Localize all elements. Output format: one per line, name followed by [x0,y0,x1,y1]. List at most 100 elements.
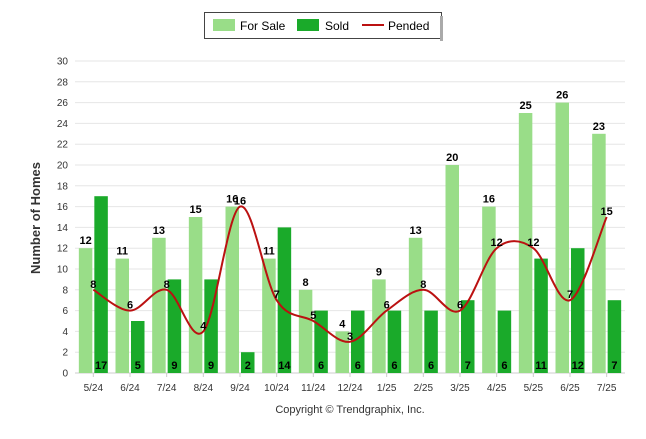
x-tick-label: 5/24 [84,383,104,394]
x-tick-label: 6/25 [560,383,580,394]
x-tick-label: 12/24 [337,383,362,394]
bar-for-sale-6-25 [555,102,569,373]
data-label-sold: 6 [501,360,507,372]
data-label-for-sale: 16 [483,194,495,206]
bar-sold-7-25 [607,300,622,373]
data-label-pended: 12 [527,237,539,249]
data-label-sold: 7 [465,360,471,372]
y-tick-label: 8 [62,285,68,296]
x-tick-label: 4/25 [487,383,507,394]
data-label-for-sale: 4 [339,318,346,330]
data-label-sold: 9 [171,360,177,372]
data-label-for-sale: 8 [303,277,309,289]
y-tick-label: 10 [57,265,69,276]
y-tick-label: 22 [57,140,69,151]
data-labels: 12 17 11 5 13 9 15 9 16 2 11 14 8 6 4 6 9 6 13 6 20 7 16 6 25 11 2… [79,90,617,372]
legend-label-for-sale: For Sale [240,19,286,33]
data-label-pended: 8 [90,279,96,291]
data-label-pended: 16 [234,196,246,208]
bar-for-sale-3-25 [445,165,459,373]
data-label-sold: 6 [355,360,361,372]
data-label-for-sale: 23 [593,121,605,133]
bar-sold-6-24 [131,321,145,373]
x-tick-label: 9/24 [230,383,250,394]
bar-sold-6-25 [571,248,585,373]
data-label-pended: 4 [200,320,207,332]
bar-for-sale-9-24 [225,206,239,373]
legend-swatch-sold [297,19,319,31]
bar-for-sale-5-24 [78,248,93,373]
data-label-for-sale: 11 [263,246,275,258]
x-tick-label: 10/24 [264,383,289,394]
data-label-sold: 7 [611,360,617,372]
data-label-for-sale: 26 [556,90,568,102]
bar-sold-5-24 [94,196,108,373]
data-label-for-sale: 11 [116,246,128,258]
data-label-sold: 17 [95,360,107,372]
data-label-sold: 2 [245,360,251,372]
data-label-sold: 11 [535,360,547,372]
y-tick-label: 12 [57,244,69,255]
y-tick-label: 4 [62,327,68,338]
bar-sold-7-24 [167,279,182,373]
data-label-pended: 15 [601,206,613,218]
bar-for-sale-2-25 [408,237,423,373]
x-tick-label: 11/24 [301,383,326,394]
y-tick-label: 26 [57,98,69,109]
bar-sold-4-25 [497,310,512,373]
y-tick-label: 2 [62,348,68,359]
bar-for-sale-7-25 [592,133,606,373]
bar-sold-11-24 [314,310,328,373]
data-label-pended: 6 [384,300,390,312]
y-tick-label: 30 [57,57,69,68]
legend-swatch-for-sale [213,19,235,31]
data-label-sold: 6 [318,360,324,372]
x-tick-label: 5/25 [524,383,544,394]
data-label-pended: 7 [274,289,280,301]
data-label-for-sale: 9 [376,266,382,278]
data-label-for-sale: 16 [226,194,238,206]
data-label-pended: 3 [347,331,353,343]
bar-for-sale-4-25 [482,206,496,373]
legend-box [204,12,442,39]
data-label-sold: 6 [428,360,434,372]
bar-for-sale-8-24 [188,217,203,373]
x-tick-label: 7/24 [157,383,177,394]
copyright-footer: Copyright © Trendgraphix, Inc. [275,404,424,416]
bar-for-sale-10-24 [262,258,276,373]
x-tick-label: 7/25 [597,383,617,394]
y-tick-label: 6 [62,306,68,317]
data-label-pended: 8 [420,279,426,291]
x-tick-label: 2/25 [414,383,434,394]
data-label-for-sale: 13 [409,225,421,237]
data-label-pended: 6 [127,300,133,312]
data-label-pended: 5 [310,310,316,322]
bar-for-sale-1-25 [372,279,386,373]
data-label-sold: 6 [391,360,397,372]
y-axis-label: Number of Homes [28,162,43,274]
pended-line [92,205,608,343]
legend: For Sale Sold Pended [204,12,443,41]
x-tick-label: 1/25 [377,383,397,394]
data-label-sold: 12 [572,360,584,372]
y-tick-label: 24 [57,119,69,130]
bar-sold-2-25 [424,310,438,373]
y-tick-label: 0 [62,369,68,380]
data-label-pended: 6 [457,300,463,312]
bar-sold-3-25 [461,300,475,373]
data-label-sold: 5 [135,360,141,372]
legend-label-sold: Sold [325,19,349,33]
legend-shadow [440,16,443,41]
bar-sold-5-25 [534,258,548,373]
data-label-for-sale: 25 [519,100,531,112]
data-label-for-sale: 15 [189,204,201,216]
data-label-for-sale: 13 [153,225,165,237]
bar-sold-9-24 [241,352,255,373]
y-tick-label: 16 [57,202,69,213]
y-tick-label: 20 [57,161,69,172]
legend-label-pended: Pended [388,19,429,33]
y-tick-label: 14 [57,223,69,234]
